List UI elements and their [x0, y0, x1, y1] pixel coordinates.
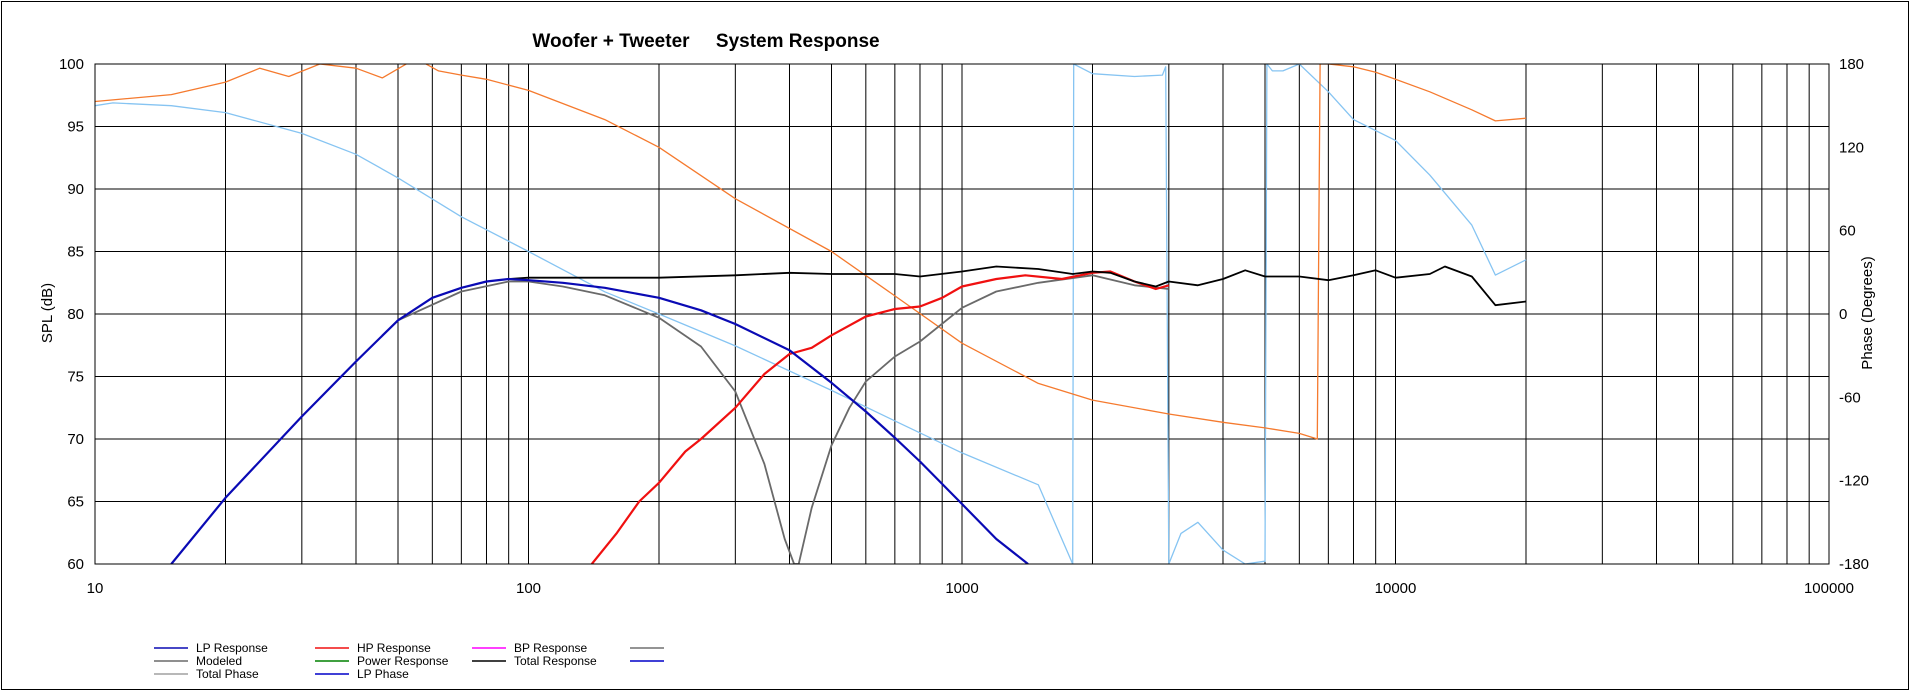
legend-label: Total Response — [514, 654, 597, 668]
y2-tick-label: 60 — [1839, 223, 1856, 240]
series-line-modeled — [397, 274, 1169, 564]
legend: LP Response HP Response BP Response Modeled… — [154, 641, 664, 681]
series-line-unlabeled-11 — [95, 64, 1527, 564]
x-tick-label: 1000 — [945, 580, 978, 597]
x-tick-labels: 10 100 1000 10000 100000 — [87, 580, 1854, 597]
legend-label: BP Response — [514, 641, 587, 655]
legend-label: Modeled — [196, 654, 242, 668]
series-line-lp-response — [170, 277, 1029, 564]
y-axis-title: SPL (dB) — [39, 283, 56, 343]
x-tick-label: 100000 — [1804, 580, 1854, 597]
y2-tick-labels: -180 -120 -60 0 60 120 180 — [1839, 56, 1869, 573]
plot-area-border — [94, 63, 1830, 565]
y-tick-label: 70 — [67, 431, 84, 448]
x-tick-label: 100 — [516, 580, 541, 597]
y2-tick-label: 120 — [1839, 139, 1864, 156]
y2-tick-label: -60 — [1839, 389, 1861, 406]
grid — [95, 64, 1829, 564]
y-tick-label: 65 — [67, 494, 84, 511]
series-layer — [95, 64, 1527, 564]
y2-axis-title: Phase (Degrees) — [1859, 256, 1876, 369]
series-line-hp-response — [590, 270, 1170, 564]
y-tick-label: 90 — [67, 181, 84, 198]
y-tick-label: 75 — [67, 369, 84, 386]
x-tick-label: 10 — [87, 580, 104, 597]
y2-tick-label: -180 — [1839, 556, 1869, 573]
series-line-unlabeled-10 — [95, 64, 1527, 440]
legend-label: Power Response — [357, 654, 449, 668]
y-tick-label: 85 — [67, 244, 84, 261]
y-tick-label: 80 — [67, 306, 84, 323]
y2-tick-label: 0 — [1839, 306, 1847, 323]
legend-label: LP Response — [196, 641, 268, 655]
y-tick-labels: 60 65 70 75 80 85 90 95 100 — [59, 56, 84, 573]
y2-tick-label: 180 — [1839, 56, 1864, 73]
y-tick-label: 60 — [67, 556, 84, 573]
y-tick-label: 100 — [59, 56, 84, 73]
legend-label: Total Phase — [196, 667, 259, 681]
chart-title: Woofer + Tweeter System Response — [532, 31, 879, 52]
legend-label: LP Phase — [357, 667, 409, 681]
y2-tick-label: -120 — [1839, 473, 1869, 490]
legend-label: HP Response — [357, 641, 431, 655]
series-line-total-response — [508, 265, 1527, 307]
x-tick-label: 10000 — [1375, 580, 1417, 597]
y-tick-label: 95 — [67, 119, 84, 136]
